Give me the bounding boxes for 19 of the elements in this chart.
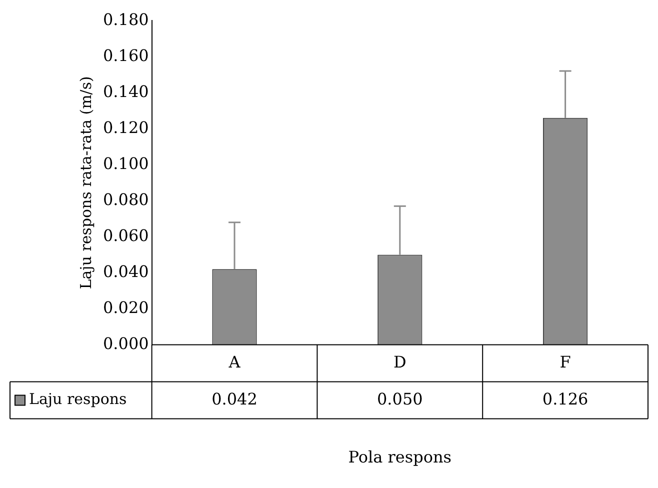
x-tick-label: A <box>228 352 241 372</box>
x-axis-title: Pola respons <box>348 448 452 467</box>
x-tick-label: D <box>393 352 406 372</box>
y-tick-label: 0.000 <box>102 334 149 353</box>
y-tick-label: 0.120 <box>102 118 149 137</box>
data-label: 0.126 <box>542 389 588 408</box>
y-tick-label: 0.040 <box>102 262 149 281</box>
legend-label: Laju respons <box>29 390 127 408</box>
y-axis-title: Laju respons rata-rata (m/s) <box>76 76 95 290</box>
data-label: 0.050 <box>376 389 423 408</box>
x-tick-label: F <box>560 352 571 372</box>
y-tick-label: 0.140 <box>102 82 149 101</box>
data-label: 0.042 <box>212 389 258 408</box>
y-tick-label: 0.080 <box>102 190 149 209</box>
y-tick-label: 0.160 <box>102 46 149 65</box>
y-tick-label: 0.100 <box>102 154 149 173</box>
y-tick-label: 0.060 <box>102 226 149 245</box>
y-tick-label: 0.180 <box>102 10 149 29</box>
y-tick-label: 0.020 <box>102 298 149 317</box>
